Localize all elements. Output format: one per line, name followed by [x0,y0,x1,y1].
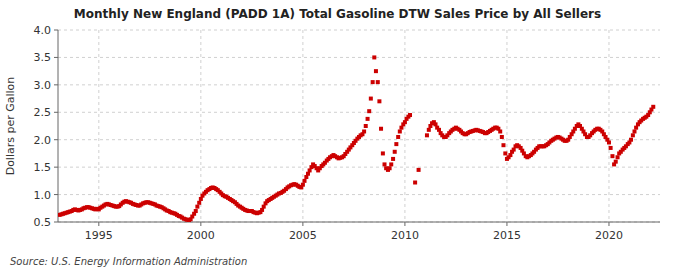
point [379,127,383,131]
y-tick-label: 0.5 [34,216,52,229]
y-tick [54,30,58,31]
y-grid-line [58,167,660,168]
y-tick [54,84,58,85]
point [396,135,400,139]
y-tick-label: 2.0 [34,134,52,147]
point [427,128,431,132]
x-grid-line [200,30,201,222]
axes: 0.5 1.0 1.5 2.0 2.5 3.0 3.5 4.0 1995 2000 2005 2010… [34,24,661,242]
point [364,124,368,128]
background [0,0,675,275]
x-axis-line [58,222,660,223]
series [58,55,412,222]
y-tick [54,57,58,58]
x-tick-label: 2000 [187,229,215,242]
point [503,151,507,155]
y-axis-label: Dollars per Gallon [4,77,17,176]
point [194,209,198,213]
point [374,69,378,73]
point [197,201,201,205]
point [501,143,505,147]
x-grid-line [608,30,609,222]
y-tick-label: 1.5 [34,161,52,174]
source-note: Source: U.S. Energy Information Administ… [10,256,247,267]
point [388,166,392,170]
point [632,129,636,133]
y-tick-label: 1.0 [34,189,52,202]
point [393,150,397,154]
point [651,105,655,109]
x-tick-label: 2020 [595,229,623,242]
y-grid-line [58,222,660,223]
point [371,80,375,84]
data [58,55,655,222]
x-tick [506,222,507,226]
x-tick [608,222,609,226]
x-tick [404,222,405,226]
y-tick [54,112,58,113]
point [369,97,373,101]
y-tick [54,139,58,140]
grid [58,30,660,222]
series [413,105,655,185]
x-tick-label: 2015 [493,229,521,242]
x-grid-line [506,30,507,222]
point [609,146,613,150]
x-tick-label: 2005 [289,229,317,242]
point [498,129,502,133]
point [607,140,611,144]
y-grid-line [58,112,660,113]
y-grid-line [58,194,660,195]
x-tick [302,222,303,226]
y-tick [54,167,58,168]
y-tick [54,222,58,223]
y-tick-label: 4.0 [34,24,52,37]
point [195,205,199,209]
y-grid-line [58,30,660,31]
point [417,168,421,172]
x-grid-line [302,30,303,222]
x-tick [98,222,99,226]
chart: 0.5 1.0 1.5 2.0 2.5 3.0 3.5 4.0 1995 2000 2005 2010… [0,0,675,275]
point [500,135,504,139]
point [413,181,417,185]
point [398,129,402,133]
y-grid-line [58,84,660,85]
point [303,179,307,183]
y-tick-label: 3.5 [34,51,52,64]
title: Monthly New England (PADD 1A) Total Gaso… [74,7,601,21]
y-axis-line [58,30,59,222]
point [367,109,371,113]
point [383,162,387,166]
y-grid-line [58,57,660,58]
x-grid-line [98,30,99,222]
point [389,162,393,166]
point [629,138,633,142]
point [381,151,385,155]
point [425,133,429,137]
x-tick-label: 2010 [391,229,419,242]
y-tick-label: 2.5 [34,106,52,119]
point [610,154,614,158]
point [377,99,381,103]
point [394,142,398,146]
x-tick [200,222,201,226]
point [301,183,305,187]
point [631,133,635,137]
point [614,160,618,164]
point [391,157,395,161]
point [372,55,376,59]
x-tick-label: 1995 [85,229,113,242]
point [376,80,380,84]
point [408,113,412,117]
y-tick-label: 3.0 [34,79,52,92]
point [616,155,620,159]
y-tick [54,194,58,195]
point [366,117,370,121]
point [362,129,366,133]
